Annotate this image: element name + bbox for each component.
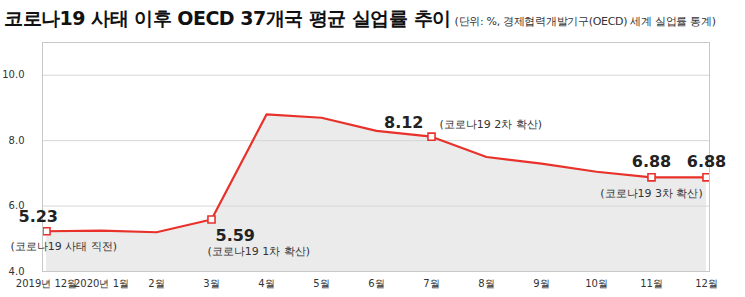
svg-text:5.23: 5.23 [19, 207, 58, 226]
svg-text:11월: 11월 [640, 278, 663, 289]
svg-text:(코로나19 사태 직전): (코로나19 사태 직전) [11, 240, 118, 253]
svg-text:10월: 10월 [585, 278, 608, 289]
html-text:코로나19 사태 이후 OECD 37개국 평균 실업률 추: 코로나19 사태 이후 OECD 37개국 평균 실업률 추이 (단위: %, … [4, 7, 716, 29]
svg-text:2019년 12월: 2019년 12월 [16, 278, 77, 289]
svg-text:6.0: 6.0 [8, 200, 25, 212]
svg-text:7월: 7월 [423, 278, 439, 289]
svg-text:2020년 1월: 2020년 1월 [74, 278, 129, 289]
svg-text:4.0: 4.0 [9, 266, 25, 277]
svg-text:8.12: 8.12 [384, 113, 423, 132]
svg-text:3월: 3월 [203, 278, 219, 289]
svg-text:5월: 5월 [313, 278, 329, 289]
svg-text:(코로나19 1차 확산): (코로나19 1차 확산) [208, 245, 311, 258]
svg-text:5.59: 5.59 [216, 226, 255, 245]
svg-text:(코로나19 2차 확산): (코로나19 2차 확산) [440, 118, 543, 131]
svg-text:12월: 12월 [695, 278, 718, 289]
svg-text:6.88: 6.88 [632, 152, 671, 171]
svg-text:8.0: 8.0 [9, 135, 25, 146]
svg-text:6월: 6월 [368, 278, 384, 289]
svg-text:9월: 9월 [533, 278, 549, 289]
svg-text:6.88: 6.88 [687, 152, 726, 171]
svg-text:2월: 2월 [148, 278, 164, 289]
svg-text:(코로나19 3차 확산): (코로나19 3차 확산) [600, 187, 703, 200]
svg-text:10.0: 10.0 [2, 69, 24, 80]
svg-text:8월: 8월 [478, 278, 494, 289]
svg-text:4월: 4월 [258, 278, 274, 289]
